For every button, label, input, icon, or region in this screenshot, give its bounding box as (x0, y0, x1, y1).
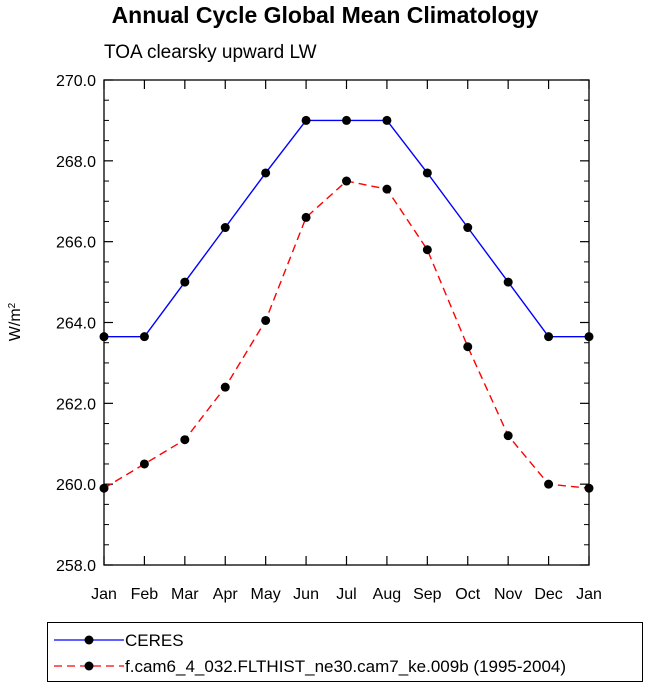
data-point-series-0 (463, 223, 473, 233)
data-point-series-1 (584, 483, 594, 493)
data-point-series-0 (422, 168, 432, 178)
data-point-series-0 (301, 115, 311, 125)
x-tick-label: Jan (576, 586, 602, 603)
data-point-series-0 (139, 332, 149, 342)
data-point-series-0 (180, 277, 190, 287)
x-tick-label: Oct (455, 586, 480, 603)
x-tick-label: Nov (494, 586, 522, 603)
data-point-series-0 (261, 168, 271, 178)
legend-label-ceres: CERES (125, 631, 184, 650)
data-point-series-0 (584, 332, 594, 342)
plot-frame (103, 79, 590, 566)
legend-label-model: f.cam6_4_032.FLTHIST_ne30.cam7_ke.009b (… (125, 657, 567, 676)
data-point-series-1 (382, 184, 392, 194)
data-point-series-1 (463, 342, 473, 352)
data-point-series-0 (220, 223, 230, 233)
legend-marker-1 (84, 661, 94, 671)
x-tick-label: Aug (373, 586, 401, 603)
x-tick-label: Dec (534, 586, 562, 603)
y-axis-label-text: W/m (7, 308, 24, 341)
data-point-series-0 (99, 332, 109, 342)
data-point-series-1 (261, 315, 271, 325)
y-tick-label: 264.0 (56, 316, 96, 333)
data-point-series-1 (544, 479, 554, 489)
chart-legend: CERES f.cam6_4_032.FLTHIST_ne30.cam7_ke.… (47, 622, 643, 682)
x-tick-label: Jun (293, 586, 319, 603)
data-point-series-1 (180, 435, 190, 445)
x-tick-label: Jan (91, 586, 117, 603)
data-point-series-0 (503, 277, 513, 287)
data-point-series-1 (99, 483, 109, 493)
legend-symbol-model (54, 661, 124, 671)
x-tick-label: May (251, 586, 281, 603)
legend-marker-0 (84, 635, 94, 645)
data-point-series-1 (220, 382, 230, 392)
legend-entry-ceres: CERES (48, 628, 642, 654)
legend-symbol-ceres (54, 635, 124, 645)
x-tick-label: Apr (213, 586, 239, 603)
legend-entry-model: f.cam6_4_032.FLTHIST_ne30.cam7_ke.009b (… (48, 654, 642, 680)
y-tick-label: 270.0 (56, 73, 96, 90)
y-tick-label: 266.0 (56, 235, 96, 252)
chart-subtitle: TOA clearsky upward LW (104, 42, 317, 63)
x-tick-label: Sep (413, 586, 442, 603)
y-tick-label: 268.0 (56, 154, 96, 171)
data-point-series-0 (382, 115, 392, 125)
y-axis-label: W/m2 (7, 302, 25, 341)
x-tick-label: Mar (171, 586, 199, 603)
series-line-1 (103, 180, 590, 489)
data-point-series-0 (544, 332, 554, 342)
line-chart: 258.0 260.0 262.0 264.0 266.0 268.0 270.0 Jan Fe… (7, 73, 602, 603)
series-layer (99, 115, 594, 493)
series-line-0 (104, 119, 589, 338)
data-point-series-0 (342, 115, 351, 125)
data-point-series-1 (503, 431, 513, 441)
y-tick-label: 258.0 (56, 558, 96, 575)
x-tick-label: Jul (336, 586, 356, 603)
data-point-series-1 (422, 245, 432, 255)
y-axis-label-superscript: 2 (7, 302, 18, 308)
y-tick-label: 262.0 (56, 396, 96, 413)
axes-layer: 258.0 260.0 262.0 264.0 266.0 268.0 270.0 Jan Fe… (56, 73, 602, 603)
data-point-series-1 (301, 212, 311, 222)
x-tick-label: Feb (131, 586, 159, 603)
chart-title: Annual Cycle Global Mean Climatology (111, 2, 539, 28)
data-point-series-1 (342, 176, 351, 186)
data-point-series-1 (139, 459, 149, 469)
y-tick-label: 260.0 (56, 477, 96, 494)
